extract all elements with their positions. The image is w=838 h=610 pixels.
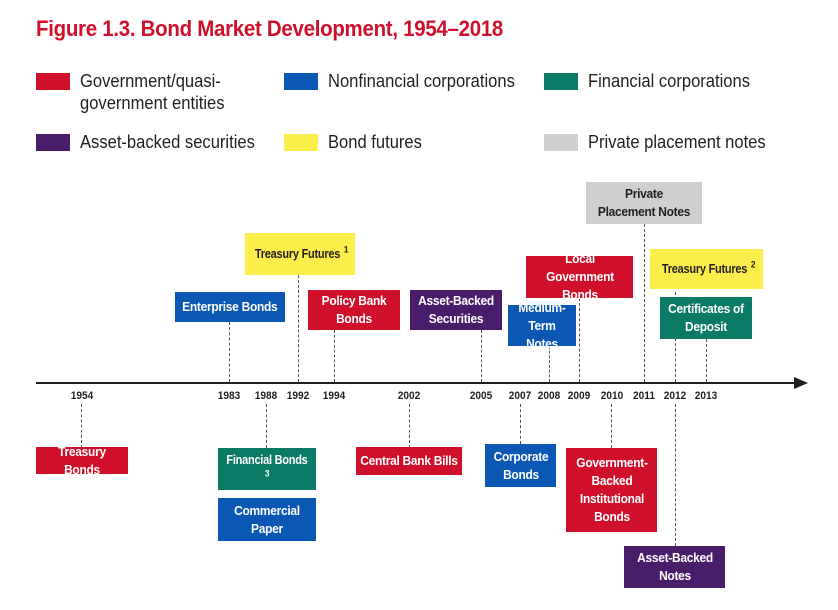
year-label: 2005 <box>469 390 493 402</box>
legend-swatch-bond-futures <box>284 134 318 151</box>
year-label: 2008 <box>537 390 561 402</box>
legend-label-government: Government/quasi-government entities <box>80 71 225 113</box>
legend-label-financial: Financial corporations <box>588 71 751 91</box>
figure-title: Figure 1.3. Bond Market Development, 195… <box>36 16 504 41</box>
connector-1983 <box>229 322 230 382</box>
event-label: Medium-Term Notes <box>518 299 566 351</box>
event-asset-backed-securities: Asset-Backed Securities <box>410 290 502 330</box>
event-label: Enterprise Bonds <box>182 299 278 314</box>
year-label: 1954 <box>70 390 94 402</box>
event-corporate-bonds: Corporate Bonds <box>485 444 556 487</box>
event-financial-bonds: Financial Bonds3 <box>218 448 316 490</box>
connector-1992 <box>298 275 299 382</box>
year-label: 2011 <box>633 390 655 402</box>
year-label: 1983 <box>217 390 241 402</box>
connector-1954 <box>81 404 82 448</box>
event-government-backed-institutional-bonds: Government-Backed Institutional Bonds <box>566 448 657 532</box>
event-label: Financial Bonds <box>226 452 308 467</box>
event-label: Asset-Backed Securities <box>418 293 494 326</box>
timeline-axis <box>36 382 794 384</box>
connector-2007 <box>520 404 521 444</box>
connector-1988 <box>266 404 267 448</box>
footnote-marker: 2 <box>750 259 756 270</box>
legend-label-asset-backed: Asset-backed securities <box>80 132 255 152</box>
event-asset-backed-notes: Asset-Backed Notes <box>624 546 725 588</box>
legend-label-bond-futures: Bond futures <box>328 132 422 152</box>
event-label: Government-Backed Institutional Bonds <box>575 455 648 524</box>
event-label: Treasury Futures <box>255 246 341 261</box>
connector-2012-lower <box>675 404 676 546</box>
event-label: Certificates of Deposit <box>668 301 744 334</box>
connector-2011 <box>644 224 645 382</box>
event-enterprise-bonds: Enterprise Bonds <box>175 292 285 322</box>
event-medium-term-notes: Medium-Term Notes <box>508 300 576 351</box>
event-label: Private Placement Notes <box>597 186 691 219</box>
event-certificates-of-deposit: Certificates of Deposit <box>660 297 752 339</box>
event-label: Local Government Bonds <box>545 251 614 302</box>
event-treasury-futures-2012: Treasury Futures 2 <box>650 249 763 289</box>
event-local-government-bonds: Local Government Bonds <box>526 251 633 302</box>
event-policy-bank-bonds: Policy Bank Bonds <box>308 290 400 330</box>
event-label: Central Bank Bills <box>360 453 458 468</box>
year-label: 2010 <box>600 390 624 402</box>
legend-swatch-financial <box>544 73 578 90</box>
legend-swatch-nonfinancial <box>284 73 318 90</box>
event-label: Treasury Futures <box>661 261 747 276</box>
connector-2005 <box>481 330 482 382</box>
connector-2013 <box>706 339 707 382</box>
year-label: 1988 <box>254 390 278 402</box>
event-label: Commercial Paper <box>234 502 300 536</box>
event-treasury-futures-1992: Treasury Futures 1 <box>245 233 355 275</box>
year-label: 2007 <box>508 390 532 402</box>
event-label: Treasury Bonds <box>58 443 106 477</box>
connector-1994 <box>334 330 335 382</box>
year-label: 2013 <box>694 390 718 402</box>
connector-2002 <box>409 404 410 448</box>
legend-swatch-government <box>36 73 70 90</box>
legend-label-private-placement: Private placement notes <box>588 132 766 152</box>
event-central-bank-bills: Central Bank Bills <box>356 447 462 475</box>
event-treasury-bonds: Treasury Bonds <box>36 444 128 477</box>
footnote-marker: 3 <box>264 468 270 479</box>
legend-swatch-private-placement <box>544 134 578 151</box>
event-label: Corporate Bonds <box>493 448 548 482</box>
legend-label-nonfinancial: Nonfinancial corporations <box>328 71 515 91</box>
timeline-arrow-icon <box>794 377 808 389</box>
year-label: 1992 <box>286 390 310 402</box>
event-label: Asset-Backed Notes <box>636 550 713 583</box>
year-label: 2002 <box>397 390 421 402</box>
year-label: 2009 <box>567 390 591 402</box>
connector-2009 <box>579 298 580 382</box>
connector-2008 <box>549 346 550 382</box>
footnote-marker: 1 <box>344 244 349 255</box>
year-label: 1994 <box>322 390 346 402</box>
year-label: 2012 <box>663 390 687 402</box>
event-label: Policy Bank Bonds <box>321 293 387 326</box>
event-private-placement-notes: Private Placement Notes <box>586 182 702 224</box>
event-commercial-paper: Commercial Paper <box>218 498 316 541</box>
legend-swatch-asset-backed <box>36 134 70 151</box>
connector-2010 <box>611 404 612 448</box>
